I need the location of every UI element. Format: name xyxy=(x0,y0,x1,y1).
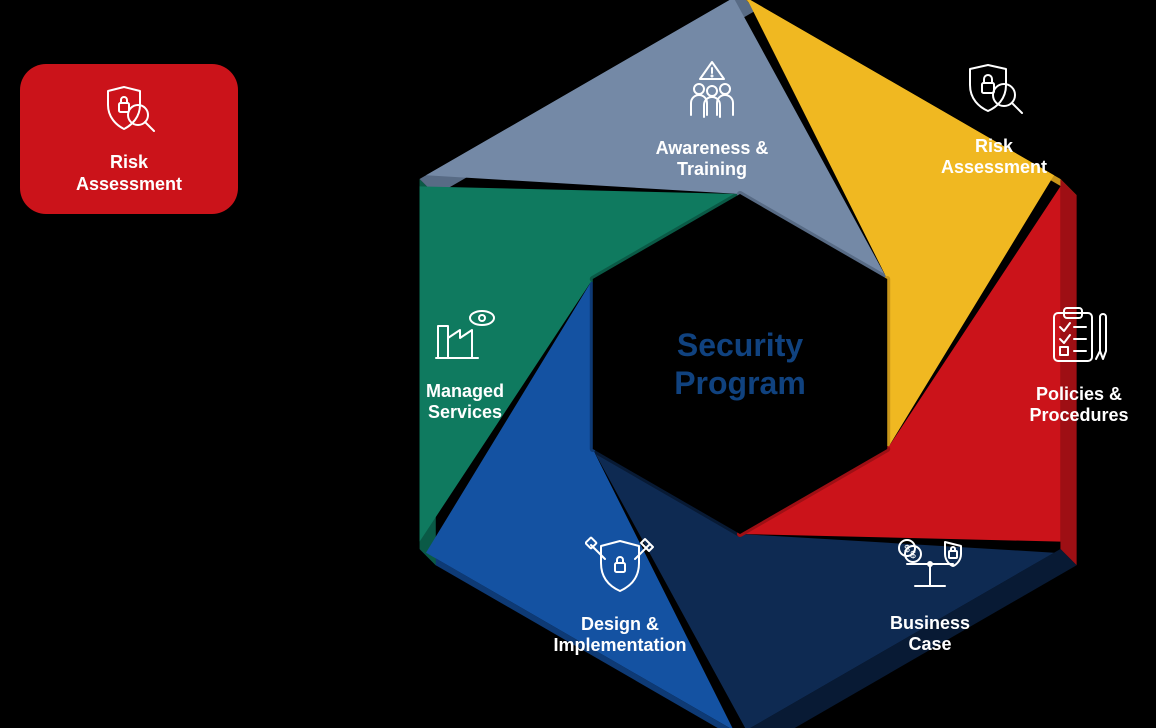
center-title: Security Program xyxy=(620,326,860,403)
badge-label-line1: Risk xyxy=(110,152,148,172)
center-title-line1: Security xyxy=(677,327,803,363)
center-title-line2: Program xyxy=(674,365,806,401)
stage: Risk Assessment Security Program Awarene… xyxy=(0,0,1156,728)
shield-lock-magnifier-icon xyxy=(100,83,158,141)
risk-assessment-badge: Risk Assessment xyxy=(20,64,238,214)
badge-label: Risk Assessment xyxy=(76,151,182,196)
badge-label-line2: Assessment xyxy=(76,174,182,194)
